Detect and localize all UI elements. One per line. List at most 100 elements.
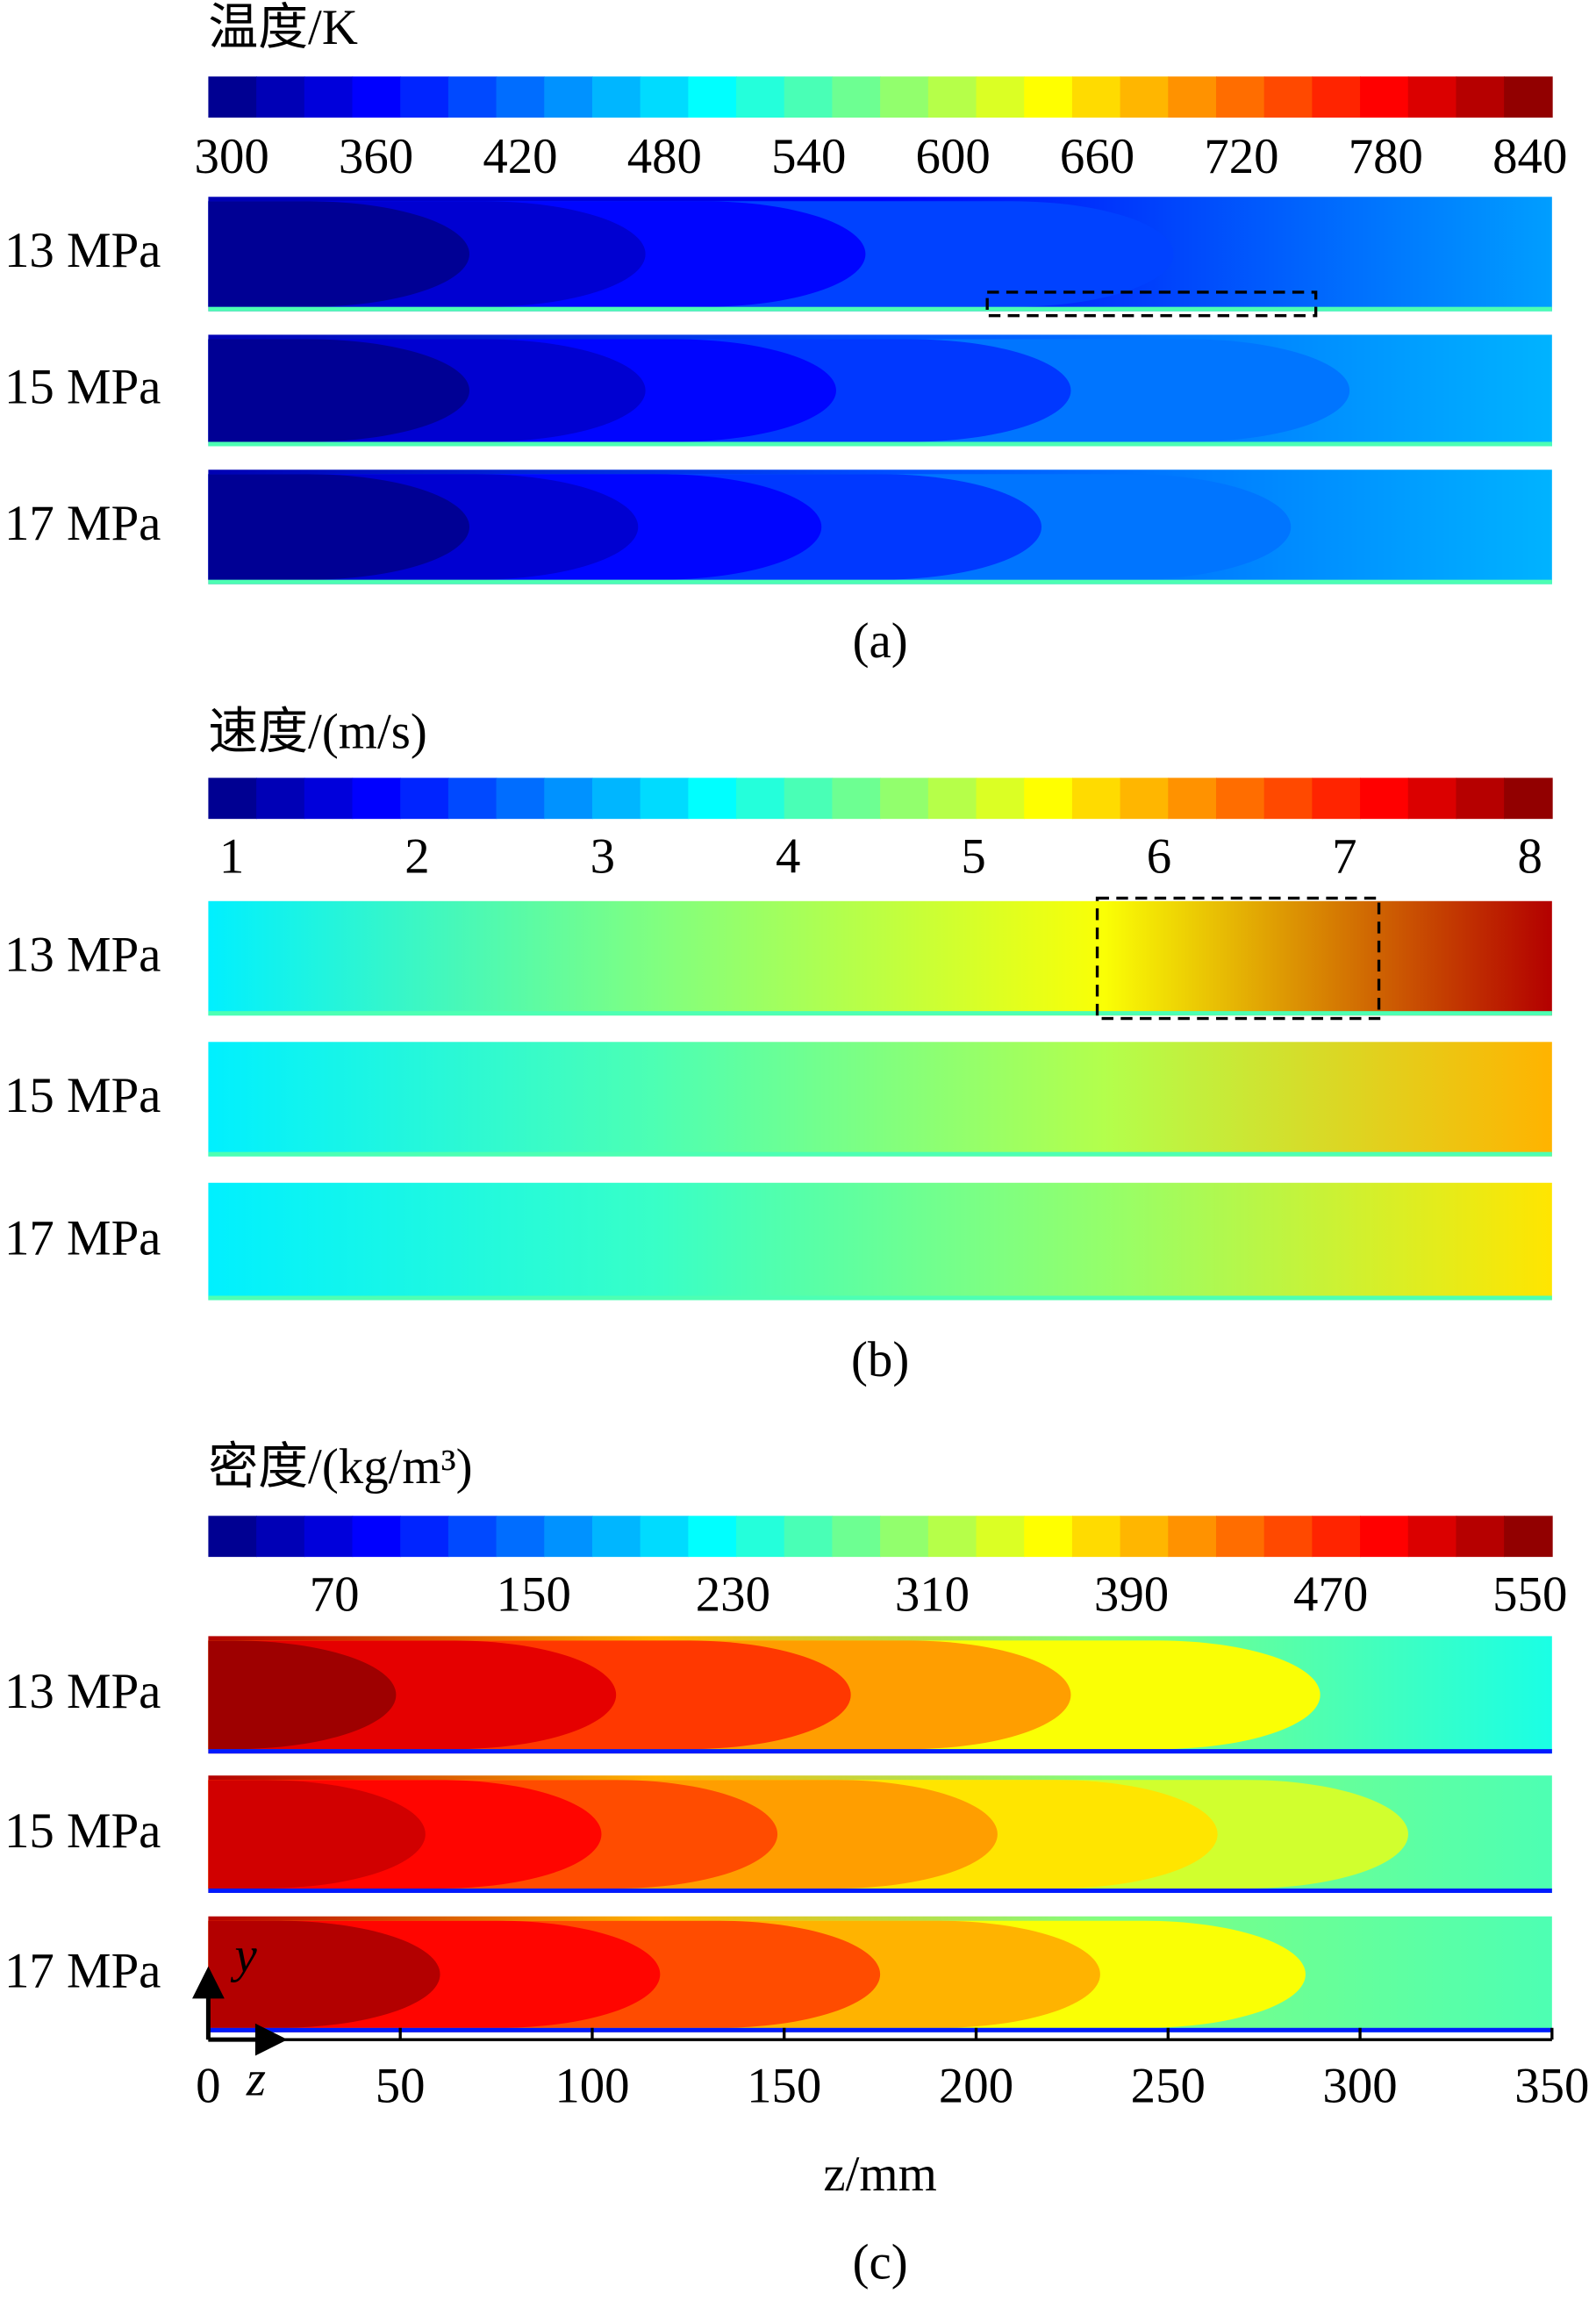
colorbar-segment (400, 1516, 449, 1558)
contour-band (208, 339, 469, 442)
colorbar-tick-label: 720 (1204, 129, 1278, 184)
row-label: 15 MPa (4, 1803, 161, 1859)
colorbar-tick-label: 1 (219, 829, 244, 885)
colorbar-segment (1407, 1516, 1457, 1558)
x-tick-label: 350 (1514, 2059, 1589, 2114)
colorbar-segment (208, 778, 257, 820)
colorbar-segment (976, 1516, 1026, 1558)
x-tick-label: 300 (1322, 2059, 1397, 2114)
colorbar-segment (1456, 1516, 1505, 1558)
colorbar-tick-label: 7 (1332, 829, 1356, 885)
colorbar-tick-label: 540 (771, 129, 846, 184)
colorbar-segment (1071, 778, 1121, 820)
colorbar-tick-label: 550 (1492, 1567, 1567, 1623)
colorbar-segment (447, 76, 497, 118)
colorbar-segment (544, 1516, 593, 1558)
colorbar-segment (1456, 76, 1505, 118)
colorbar-segment (447, 1516, 497, 1558)
colorbar-segment (591, 1516, 641, 1558)
contour-band (208, 474, 469, 580)
wall-layer (208, 579, 1552, 584)
x-axis-label: z/mm (823, 2147, 936, 2202)
colorbar-segment (880, 778, 929, 820)
colorbar-segment (784, 76, 834, 118)
x-tick-label: 0 (196, 2059, 220, 2114)
colorbar-segment (832, 1516, 881, 1558)
colorbar-segment (447, 778, 497, 820)
wall-layer (208, 1011, 1552, 1016)
colorbar-tick-label: 480 (627, 129, 702, 184)
colorbar-tick-label: 420 (483, 129, 557, 184)
colorbar-segment (591, 76, 641, 118)
colorbar-segment (544, 778, 593, 820)
panel-title: 密度/(kg/m³) (208, 1439, 472, 1495)
colorbar-tick-label: 310 (895, 1567, 970, 1623)
colorbar-segment (1120, 778, 1170, 820)
colorbar-tick-label: 5 (961, 829, 985, 885)
row-label: 13 MPa (4, 223, 161, 278)
highlight-box (985, 290, 1318, 318)
colorbar-segment (352, 778, 402, 820)
row-label: 15 MPa (4, 1068, 161, 1123)
colorbar-tick-label: 390 (1094, 1567, 1169, 1623)
panel-title: 速度/(m/s) (208, 705, 426, 760)
colorbar-segment (1215, 778, 1265, 820)
colorbar-segment (880, 1516, 929, 1558)
panel-title: 温度/K (208, 0, 357, 55)
row-label: 17 MPa (4, 1943, 161, 1998)
x-tick-label: 200 (939, 2059, 1013, 2114)
colorbar-segment (1312, 76, 1361, 118)
colorbar-segment (400, 778, 449, 820)
colorbar-segment (1071, 76, 1121, 118)
colorbar-tick-label: 600 (916, 129, 991, 184)
panel-caption: (b) (851, 1332, 909, 1387)
colorbar-segment (1120, 1516, 1170, 1558)
colorbar-segment (640, 1516, 690, 1558)
contour-field (208, 1182, 1552, 1301)
colorbar-segment (304, 76, 354, 118)
x-tick-label: 150 (747, 2059, 821, 2114)
colorbar-segment (736, 76, 785, 118)
colorbar-segment (1312, 1516, 1361, 1558)
colorbar-segment (832, 76, 881, 118)
contour-field (208, 1042, 1552, 1157)
colorbar-segment (256, 778, 305, 820)
colorbar-tick-label: 3 (590, 829, 615, 885)
colorbar-segment (1360, 76, 1409, 118)
colorbar-segment (1504, 778, 1553, 820)
colorbar-segment (927, 76, 977, 118)
colorbar-segment (784, 778, 834, 820)
colorbar-segment (1360, 778, 1409, 820)
contour-field (208, 900, 1552, 1016)
colorbar-tick-label: 660 (1060, 129, 1134, 184)
x-tick-label: 250 (1131, 2059, 1206, 2114)
colorbar-segment (640, 76, 690, 118)
colorbar-segment (208, 76, 257, 118)
colorbar-segment (1168, 778, 1217, 820)
colorbar-segment (352, 1516, 402, 1558)
colorbar-segment (496, 76, 546, 118)
colorbar-segment (640, 778, 690, 820)
colorbar-tick-label: 8 (1518, 829, 1542, 885)
y-arrow-head (192, 1966, 225, 1999)
z-arrow-label: z (246, 2051, 266, 2106)
row-label: 13 MPa (4, 928, 161, 983)
colorbar-segment (352, 76, 402, 118)
colorbar-segment (784, 1516, 834, 1558)
row-label: 17 MPa (4, 1210, 161, 1265)
wall-layer (208, 1749, 1552, 1754)
colorbar-segment (496, 1516, 546, 1558)
colorbar-segment (304, 1516, 354, 1558)
colorbar-segment (976, 76, 1026, 118)
colorbar-segment (1407, 778, 1457, 820)
colorbar-segment (400, 76, 449, 118)
contour-band (208, 1640, 397, 1750)
panel-caption: (c) (853, 2234, 908, 2290)
colorbar-segment (976, 778, 1026, 820)
wall-layer (208, 1888, 1552, 1893)
row-label: 13 MPa (4, 1664, 161, 1719)
row-label: 17 MPa (4, 496, 161, 551)
colorbar-segment (1024, 778, 1073, 820)
colorbar-segment (736, 1516, 785, 1558)
